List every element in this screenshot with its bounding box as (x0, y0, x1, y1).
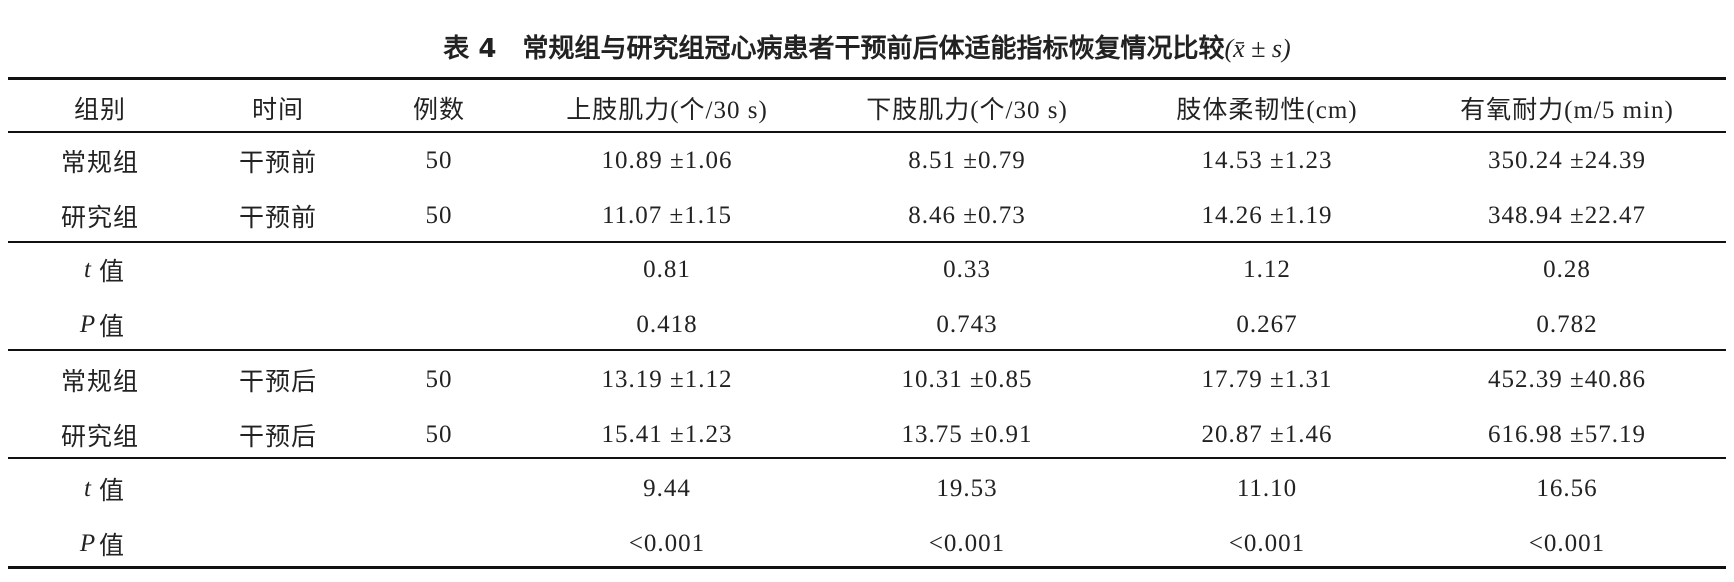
cell: 0.28 (1543, 256, 1591, 283)
cell: 11.10 (1236, 475, 1298, 502)
title-text: 常规组与研究组冠心病患者干预前后体适能指标恢复情况比较 (522, 34, 1225, 64)
cell: 452.39 ±40.86 (1488, 366, 1646, 393)
table-number: 表 4 (443, 34, 497, 64)
group: 常规组 (60, 369, 140, 396)
time: 干预后 (238, 369, 318, 396)
stat-var: P (79, 311, 97, 338)
column-header: 时间 (251, 97, 305, 124)
cell: 0.267 (1236, 311, 1298, 338)
cell: 8.51 ±0.79 (908, 147, 1026, 174)
stat-label: 值 (98, 478, 126, 505)
cell: 13.75 ±0.91 (901, 421, 1033, 448)
cell: 0.743 (936, 311, 998, 338)
cell: 10.89 ±1.06 (601, 147, 733, 174)
stat-var: t (84, 256, 92, 283)
group: 研究组 (60, 424, 140, 451)
stat-var: P (79, 530, 97, 557)
top-rule (8, 77, 1726, 80)
cell: 8.46 ±0.73 (908, 202, 1026, 229)
count: 50 (425, 366, 453, 393)
cell: 348.94 ±22.47 (1488, 202, 1646, 229)
section-rule (8, 457, 1726, 459)
group: 研究组 (60, 205, 140, 232)
cell: 19.53 (936, 475, 998, 502)
cell: 616.98 ±57.19 (1488, 421, 1646, 448)
count: 50 (425, 147, 453, 174)
cell: 20.87 ±1.46 (1201, 421, 1333, 448)
cell: 10.31 ±0.85 (901, 366, 1033, 393)
column-header: 组别 (73, 97, 127, 124)
stat-var: t (84, 475, 92, 502)
header-rule (8, 131, 1726, 133)
count: 50 (425, 421, 453, 448)
stat-label: 值 (98, 259, 126, 286)
count: 50 (425, 202, 453, 229)
stat-label: 值 (98, 533, 126, 560)
cell: <0.001 (928, 530, 1006, 557)
bottom-rule (8, 566, 1726, 569)
cell: 0.33 (943, 256, 991, 283)
column-header: 有氧耐力(m/5 min) (1460, 97, 1674, 124)
column-header: 下肢肌力(个/30 s) (866, 97, 1068, 124)
column-header: 上肢肌力(个/30 s) (566, 97, 768, 124)
title-stat: (x̄ ± s) (1224, 34, 1291, 63)
section-rule (8, 241, 1726, 243)
cell: 0.81 (643, 256, 691, 283)
section-rule (8, 349, 1726, 351)
column-header: 例数 (412, 97, 466, 124)
cell: 15.41 ±1.23 (601, 421, 733, 448)
cell: 11.07 ±1.15 (601, 202, 733, 229)
time: 干预后 (238, 424, 318, 451)
time: 干预前 (238, 150, 318, 177)
cell: <0.001 (1528, 530, 1606, 557)
cell: <0.001 (1228, 530, 1306, 557)
cell: 9.44 (643, 475, 691, 502)
cell: 16.56 (1536, 475, 1598, 502)
cell: 350.24 ±24.39 (1488, 147, 1646, 174)
cell: 0.782 (1536, 311, 1598, 338)
cell: 13.19 ±1.12 (601, 366, 733, 393)
table-title: 表 4 常规组与研究组冠心病患者干预前后体适能指标恢复情况比较(x̄ ± s) (0, 28, 1734, 65)
group: 常规组 (60, 150, 140, 177)
column-header: 肢体柔韧性(cm) (1176, 97, 1358, 124)
cell: 17.79 ±1.31 (1201, 366, 1333, 393)
cell: 0.418 (636, 311, 698, 338)
cell: 1.12 (1243, 256, 1291, 283)
time: 干预前 (238, 205, 318, 232)
cell: <0.001 (628, 530, 706, 557)
cell: 14.53 ±1.23 (1201, 147, 1333, 174)
cell: 14.26 ±1.19 (1201, 202, 1333, 229)
stat-label: 值 (98, 314, 126, 341)
